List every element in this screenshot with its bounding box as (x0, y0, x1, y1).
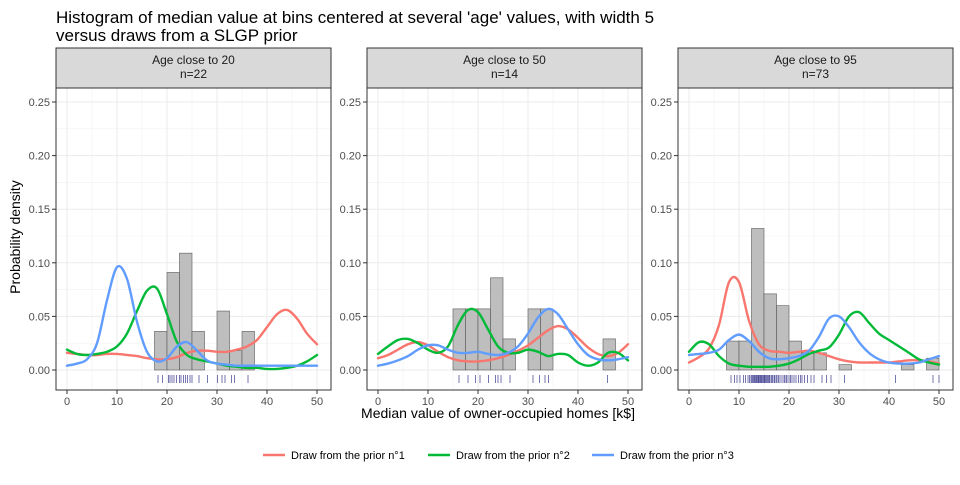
y-tick-label: 0.05 (651, 311, 672, 323)
series-line-prior-3 (376, 307, 630, 367)
legend: Draw from the prior n°1 Draw from the pri… (263, 450, 734, 462)
x-tick-label: 50 (933, 396, 945, 408)
series-line-prior-1 (376, 324, 630, 363)
y-tick-label: 0.15 (29, 204, 50, 216)
histogram-bar (241, 331, 255, 371)
y-tick-label: 0.10 (29, 258, 50, 270)
facet-strip (366, 47, 643, 89)
legend-item-prior-1: Draw from the prior n°1 (263, 450, 405, 462)
x-tick-label: 20 (472, 396, 484, 408)
x-tick-label: 20 (783, 396, 795, 408)
histogram-bar (154, 331, 168, 371)
y-tick-label: 0.10 (651, 258, 672, 270)
facet-panel-1: Age close to 20n=22 0 10 20 30 40 50 0.00 0.05 0.… (29, 47, 332, 408)
facet-strip-title: Age close to 95 (774, 53, 857, 67)
facet-strip-count: n=14 (491, 67, 518, 81)
facet-strip (55, 47, 332, 89)
x-tick-label: 30 (211, 396, 223, 408)
series-line-prior-2 (376, 307, 630, 367)
x-tick-label: 10 (422, 396, 434, 408)
chart-title-line2: versus draws from a SLGP prior (56, 26, 298, 45)
y-tick-label: 0.05 (340, 311, 361, 323)
x-tick-label: 20 (161, 396, 173, 408)
y-tick-label: 0.00 (29, 365, 50, 377)
y-tick-label: 0.20 (340, 151, 361, 163)
y-axis-label: Probability density (7, 180, 23, 294)
series-line-prior-3 (687, 314, 941, 365)
facet-strip (677, 47, 954, 89)
y-tick-label: 0.20 (29, 151, 50, 163)
series-line-prior-3 (65, 264, 319, 367)
facet-strip-title: Age close to 20 (152, 53, 235, 67)
x-tick-label: 10 (733, 396, 745, 408)
histogram-bar (838, 364, 852, 371)
y-tick-label: 0.25 (340, 97, 361, 109)
panel-border (55, 87, 332, 391)
y-tick-label: 0.05 (29, 311, 50, 323)
legend-item-prior-3: Draw from the prior n°3 (592, 450, 734, 462)
legend-label-prior-3: Draw from the prior n°3 (620, 450, 734, 462)
x-tick-label: 40 (572, 396, 584, 408)
facet-strip-count: n=22 (180, 67, 207, 81)
y-tick-label: 0.15 (651, 204, 672, 216)
histogram-bar (216, 310, 230, 371)
x-tick-label: 0 (686, 396, 692, 408)
histogram-bar (540, 308, 554, 371)
legend-item-prior-2: Draw from the prior n°2 (428, 450, 570, 462)
x-tick-label: 0 (375, 396, 381, 408)
facet-panels: Age close to 20n=22 0 10 20 30 40 50 0.00 0.05 0.… (29, 47, 954, 408)
y-tick-label: 0.10 (340, 258, 361, 270)
panel-border (677, 87, 954, 391)
x-tick-label: 50 (311, 396, 323, 408)
panel-border (366, 87, 643, 391)
facet-panel-2: Age close to 50n=14 0 10 20 30 40 50 0.00 0.05 0.… (340, 47, 643, 408)
y-tick-label: 0.25 (29, 97, 50, 109)
facet-strip-title: Age close to 50 (463, 53, 546, 67)
y-tick-label: 0.20 (651, 151, 672, 163)
x-tick-label: 30 (833, 396, 845, 408)
y-tick-label: 0.25 (651, 97, 672, 109)
legend-label-prior-2: Draw from the prior n°2 (456, 450, 570, 462)
x-axis-label: Median value of owner-occupied homes [k$… (361, 405, 635, 421)
x-tick-label: 40 (261, 396, 273, 408)
series-line-prior-2 (687, 310, 941, 369)
x-tick-label: 10 (111, 396, 123, 408)
facet-strip-count: n=73 (802, 67, 829, 81)
x-tick-label: 30 (522, 396, 534, 408)
histogram-bar (901, 364, 915, 371)
y-tick-label: 0.15 (340, 204, 361, 216)
x-tick-label: 50 (622, 396, 634, 408)
x-tick-label: 40 (883, 396, 895, 408)
chart-title-line1: Histogram of median value at bins center… (56, 8, 654, 27)
histogram-bar (179, 252, 193, 371)
series-line-prior-1 (65, 308, 319, 361)
y-tick-label: 0.00 (340, 365, 361, 377)
facet-panel-3: Age close to 95n=73 0 10 20 30 40 50 0.00 0.05 0.… (651, 47, 954, 408)
series-line-prior-2 (65, 285, 319, 371)
x-tick-label: 0 (64, 396, 70, 408)
y-tick-label: 0.00 (651, 365, 672, 377)
legend-label-prior-1: Draw from the prior n°1 (291, 450, 405, 462)
histogram-bar (776, 305, 790, 371)
